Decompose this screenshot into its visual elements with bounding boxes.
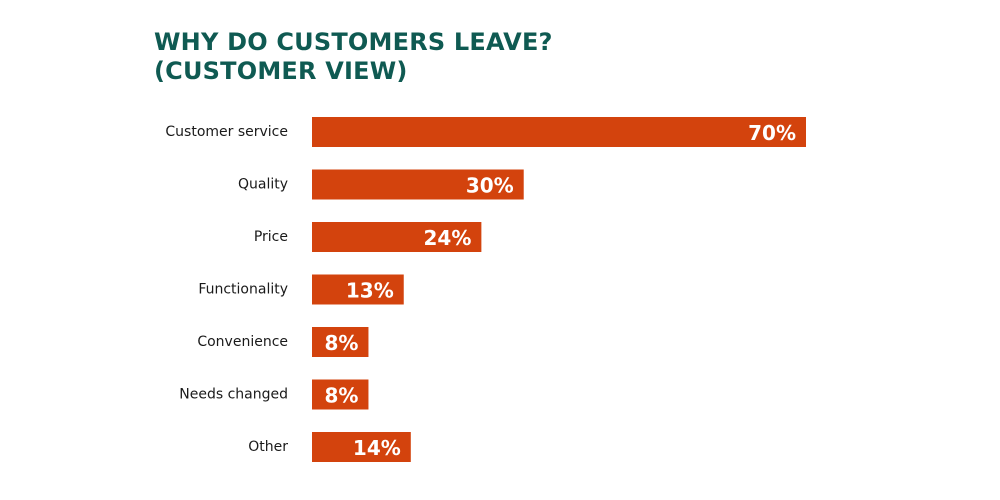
category-label: Other xyxy=(248,439,288,455)
value-label: 70% xyxy=(748,121,796,145)
value-label: 30% xyxy=(466,174,514,198)
bar-row: Other 14% xyxy=(248,432,411,462)
bar-row: Customer service 70% xyxy=(165,117,806,147)
value-label: 8% xyxy=(324,331,358,355)
chart-title-line-2: (CUSTOMER VIEW) xyxy=(154,57,408,85)
bar xyxy=(312,222,482,252)
value-label: 24% xyxy=(423,226,471,250)
bar xyxy=(312,274,404,305)
bar xyxy=(312,432,411,462)
bar xyxy=(312,327,369,357)
bar-row: Needs changed 8% xyxy=(179,379,369,410)
bar-row: Convenience 8% xyxy=(197,327,369,357)
bar-row: Quality 30% xyxy=(238,169,524,200)
category-label: Price xyxy=(254,229,288,245)
value-label: 13% xyxy=(346,279,394,303)
chart-title-line-1: WHY DO CUSTOMERS LEAVE? xyxy=(154,28,553,56)
category-label: Quality xyxy=(238,177,288,193)
category-label: Convenience xyxy=(197,334,288,350)
category-label: Customer service xyxy=(165,124,288,140)
bar xyxy=(312,117,806,147)
bar xyxy=(312,379,369,410)
bar xyxy=(312,169,524,200)
bar-row: Price 24% xyxy=(254,222,482,252)
value-label: 8% xyxy=(324,384,358,408)
bar-row: Functionality 13% xyxy=(198,274,404,305)
category-label: Needs changed xyxy=(179,387,288,403)
category-label: Functionality xyxy=(198,282,288,298)
value-label: 14% xyxy=(353,436,401,460)
chart-title: WHY DO CUSTOMERS LEAVE? (CUSTOMER VIEW) xyxy=(154,28,553,86)
